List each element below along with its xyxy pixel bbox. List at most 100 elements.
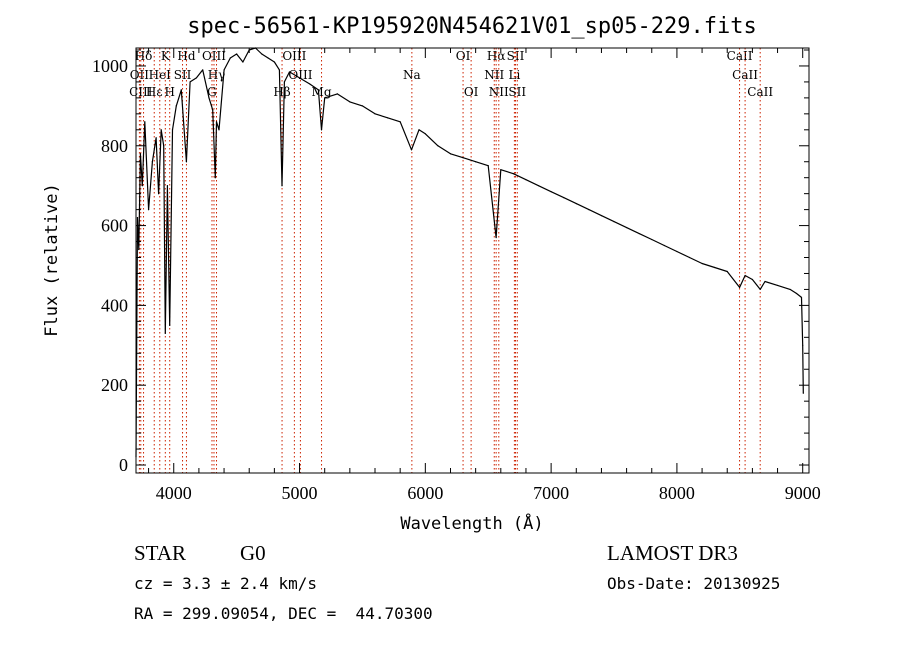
data-point (795, 292, 798, 295)
line-label-12: Hβ (273, 85, 290, 99)
data-point (336, 93, 338, 95)
chart-title: spec-56561-KP195920N454621V01_sp05-229.f… (187, 14, 757, 39)
data-point (462, 157, 464, 159)
data-point (374, 113, 376, 115)
y-tick-label: 1000 (92, 56, 128, 76)
data-point (160, 129, 162, 131)
data-point (600, 215, 603, 217)
data-point (751, 278, 753, 281)
data-point (236, 53, 238, 55)
data-point (651, 238, 653, 241)
redshift-cz: cz = 3.3 ± 2.4 km/s (134, 574, 317, 593)
x-tick-label: 9000 (785, 483, 821, 503)
data-point (317, 89, 320, 91)
line-label-19: Hα (487, 49, 506, 63)
data-point (141, 185, 143, 187)
line-label-5: K (161, 49, 171, 63)
data-point (158, 193, 160, 195)
data-point (163, 145, 165, 147)
data-point (487, 165, 489, 167)
data-point (214, 177, 216, 179)
data-point (399, 121, 401, 123)
line-label-16: Na (403, 68, 421, 82)
line-label-13: OIII (282, 49, 306, 63)
line-label-26: CaII (732, 68, 758, 82)
y-tick-label: 800 (101, 136, 128, 156)
data-point (215, 121, 218, 123)
data-point (320, 129, 323, 131)
data-point (663, 244, 665, 247)
data-point (171, 129, 174, 131)
data-point (726, 270, 728, 273)
line-label-23: Li (508, 68, 520, 82)
data-point (273, 61, 275, 63)
line-label-1: OII (130, 68, 150, 82)
data-point (210, 105, 213, 107)
data-point (789, 288, 791, 291)
y-tick-label: 200 (101, 375, 128, 395)
data-point (512, 173, 514, 175)
data-point (550, 191, 552, 193)
data-point (139, 153, 142, 155)
data-point (744, 274, 746, 277)
series-layer (135, 47, 804, 458)
data-point (800, 296, 803, 299)
data-point (308, 83, 311, 85)
object-subclass: G0 (240, 541, 266, 565)
data-point (288, 71, 291, 73)
y-tick-label: 400 (101, 295, 128, 315)
x-tick-label: 5000 (282, 483, 318, 503)
line-label-3: Hε (146, 85, 163, 99)
x-axis: 4000 5000 6000 7000 8000 9000 (148, 48, 821, 503)
data-point (189, 81, 191, 83)
data-point (169, 324, 171, 326)
line-label-18: OI (464, 85, 479, 99)
data-point (410, 149, 413, 151)
survey-name: LAMOST DR3 (607, 541, 738, 565)
data-point (418, 129, 420, 131)
line-label-25: CaII (727, 49, 753, 63)
data-point (495, 236, 497, 239)
data-point (575, 203, 577, 205)
data-point (180, 89, 182, 91)
data-point (283, 81, 286, 83)
obs-date: Obs-Date: 20130925 (607, 574, 780, 593)
data-point (424, 133, 426, 135)
data-point (138, 248, 140, 251)
data-point (218, 129, 220, 131)
data-point (676, 250, 678, 253)
data-point (625, 226, 628, 229)
data-point (261, 53, 263, 55)
data-point (136, 217, 139, 219)
data-point (324, 97, 326, 99)
data-point (764, 280, 766, 283)
data-point (195, 77, 197, 79)
line-label-14: OIII (288, 68, 312, 82)
data-point (714, 266, 716, 269)
data-point (449, 153, 452, 155)
data-point (212, 109, 214, 111)
x-tick-label: 4000 (156, 483, 192, 503)
line-label-0: Hδ (135, 49, 153, 63)
line-label-4: HeI (149, 68, 172, 82)
data-point (500, 169, 502, 171)
coordinates: RA = 299.09054, DEC = 44.70300 (134, 604, 433, 623)
line-label-17: OI (456, 49, 471, 63)
line-label-2: CIII (129, 85, 153, 99)
data-point (563, 197, 565, 199)
line-label-21: NII (489, 85, 509, 99)
data-point (166, 185, 169, 187)
x-tick-label: 6000 (407, 483, 443, 503)
data-point (155, 137, 157, 139)
data-point (802, 392, 804, 394)
data-point (537, 185, 540, 187)
data-point (638, 232, 640, 235)
data-point (613, 220, 615, 223)
x-tick-label: 8000 (659, 483, 695, 503)
data-point (281, 185, 283, 187)
y-axis-label: Flux (relative) (42, 183, 62, 337)
data-point (185, 161, 188, 163)
line-label-20: NII (484, 68, 504, 82)
